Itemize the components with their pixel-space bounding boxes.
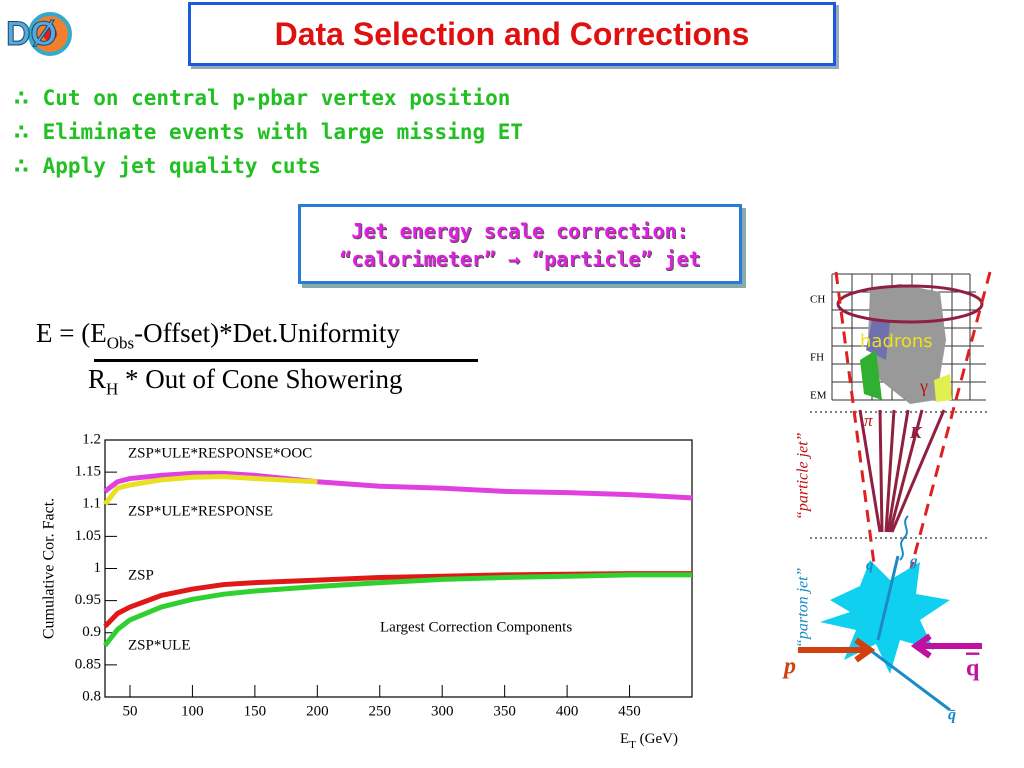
- eq-text: -Offset)*Det.Uniformity: [134, 318, 400, 348]
- hadrons-label: hadrons: [860, 331, 933, 352]
- y-tick-label: 1.15: [75, 464, 101, 480]
- bullet-symbol: ∴: [14, 154, 29, 178]
- bullet-symbol: ∴: [14, 86, 29, 110]
- callout-line: “calorimeter” → “particle” jet: [301, 245, 739, 273]
- bullet: ∴ Eliminate events with large missing ET: [14, 120, 523, 144]
- callout-box: Jet energy scale correction: “calorimete…: [298, 204, 742, 284]
- kaon-label: K: [909, 423, 923, 442]
- x-tick-label: 250: [369, 703, 392, 719]
- y-tick-label: 1.05: [75, 528, 101, 544]
- x-tick-label: 300: [431, 703, 454, 719]
- eq-text: E = (E: [36, 318, 107, 348]
- q-label: q: [866, 557, 874, 573]
- y-tick-label: 0.9: [82, 624, 101, 640]
- plot-frame: [104, 439, 693, 698]
- x-label-part: (GeV): [636, 731, 678, 747]
- logo-text: DØ: [6, 15, 57, 53]
- bullet-text: Apply jet quality cuts: [42, 154, 321, 178]
- x-label-sub: T: [629, 739, 636, 751]
- eq-sub: H: [106, 379, 119, 399]
- series-label: ZSP*ULE*RESPONSE*OOC: [128, 445, 312, 461]
- qbar-beam-label: q: [966, 656, 980, 682]
- x-axis-label: ET (GeV): [620, 731, 678, 750]
- x-tick-label: 200: [306, 703, 329, 719]
- bullet-symbol: ∴: [14, 120, 29, 144]
- jet-diagram: CH FH EM hadrons γ π K “particle jet” “p…: [782, 271, 992, 724]
- x-tick-label: 100: [181, 703, 204, 719]
- logo-graphic: DØ: [6, 12, 72, 56]
- eq-text: * Out of Cone Showering: [118, 364, 403, 394]
- g-label: g: [909, 553, 918, 569]
- x-tick-label: 400: [556, 703, 579, 719]
- equation-numerator: E = (EObs-Offset)*Det.Uniformity: [36, 318, 400, 353]
- y-tick-label: 0.8: [82, 688, 101, 704]
- callout-text: “particle” jet: [532, 247, 701, 271]
- x-tick-label: 350: [493, 703, 516, 719]
- logo: DØ: [2, 4, 78, 64]
- equation-denominator: RH * Out of Cone Showering: [88, 364, 403, 399]
- series-line: [103, 474, 318, 506]
- p-label: p: [782, 654, 796, 680]
- qbar-label: q̄: [948, 707, 956, 724]
- x-label-part: E: [620, 731, 629, 747]
- y-tick-label: 0.85: [75, 656, 101, 672]
- y-tick-label: 1.1: [82, 496, 101, 512]
- pi-label: π: [864, 411, 873, 430]
- bullet: ∴ Apply jet quality cuts: [14, 154, 321, 178]
- y-axis-label: Cumulative Cor. Fact.: [41, 498, 58, 639]
- fraction-bar: [94, 359, 478, 362]
- series-label: ZSP*ULE*RESPONSE: [128, 503, 273, 519]
- series-label: ZSP: [128, 567, 154, 583]
- eq-sub: Obs: [106, 333, 135, 353]
- gamma-label: γ: [919, 376, 928, 396]
- y-tick-label: 1.2: [82, 431, 101, 447]
- series-line: [103, 572, 692, 648]
- callout-arrow: →: [507, 247, 520, 271]
- x-tick-label: 150: [244, 703, 267, 719]
- series-label: ZSP*ULE: [128, 637, 191, 653]
- y-tick-label: 0.95: [75, 592, 101, 608]
- layer-label: EM: [810, 390, 827, 402]
- x-tick-label: 450: [618, 703, 641, 719]
- layer-label: CH: [810, 294, 825, 306]
- particle-jet-label: “particle jet”: [795, 432, 812, 520]
- x-tick-label: 50: [122, 703, 137, 719]
- callout-text: “calorimeter”: [339, 247, 496, 271]
- annotation: Largest Correction Components: [380, 619, 572, 635]
- callout-line: Jet energy scale correction:: [351, 219, 689, 243]
- parton-jet-label: “parton jet”: [795, 567, 812, 648]
- y-tick-label: 1: [94, 560, 102, 576]
- eq-text: R: [88, 364, 107, 394]
- layer-label: FH: [810, 352, 824, 364]
- slide-title: Data Selection and Corrections: [188, 2, 836, 66]
- bullet-text: Eliminate events with large missing ET: [42, 120, 524, 144]
- bullet-text: Cut on central p-pbar vertex position: [42, 86, 511, 110]
- bullet: ∴ Cut on central p-pbar vertex position: [14, 86, 510, 110]
